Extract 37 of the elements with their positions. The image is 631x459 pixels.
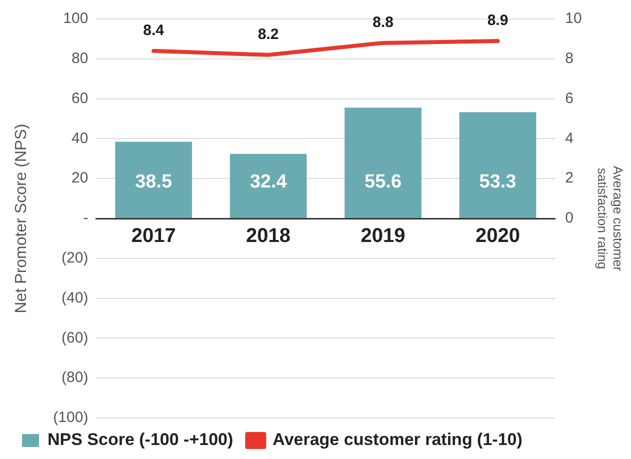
y2-tick-label: 10 — [565, 10, 582, 28]
y-tick-label: 80 — [72, 50, 88, 68]
data-label: 38.5 — [135, 172, 172, 193]
bar — [230, 154, 307, 218]
x-tick-label: 2020 — [476, 225, 520, 248]
y-tick-label: (40) — [62, 289, 88, 306]
y2-tick-label: 6 — [565, 90, 574, 107]
legend-label: Average customer rating (1-10) — [272, 430, 522, 450]
legend-label: NPS Score (-100 -+100) — [48, 430, 234, 450]
data-label: 8.8 — [372, 14, 394, 32]
y-axis-title: Net Promoter Score (NPS) — [13, 124, 30, 314]
x-tick-label: 2018 — [246, 225, 291, 248]
data-label: 53.3 — [479, 172, 516, 193]
y-tick-label: (60) — [62, 329, 88, 346]
x-tick-label: 2017 — [131, 225, 176, 248]
data-label: 8.9 — [487, 12, 508, 30]
y2-tick-label: 2 — [565, 170, 574, 187]
bar — [115, 142, 192, 218]
y-tick-label: - — [83, 210, 88, 227]
y2-tick-label: 8 — [565, 50, 574, 68]
y2-tick-label: 0 — [565, 210, 574, 227]
data-label: 8.2 — [258, 26, 279, 44]
x-tick-label: 2019 — [360, 225, 406, 248]
data-label: 55.6 — [364, 172, 402, 193]
y-tick-label: (80) — [62, 369, 88, 386]
data-label: 8.4 — [143, 22, 165, 40]
y2-tick-label: 4 — [565, 130, 574, 147]
y-tick-label: 40 — [72, 130, 88, 147]
y-tick-label: 20 — [72, 170, 88, 187]
bar — [344, 108, 422, 218]
y-tick-label: 60 — [72, 90, 88, 107]
y2-axis-title: Average customer satisfaction rating — [595, 166, 626, 272]
y-tick-label: (20) — [62, 250, 88, 267]
bar — [459, 112, 536, 218]
y-tick-label: (100) — [53, 409, 88, 426]
data-label: 32.4 — [250, 172, 288, 193]
y-tick-label: 100 — [63, 10, 88, 28]
